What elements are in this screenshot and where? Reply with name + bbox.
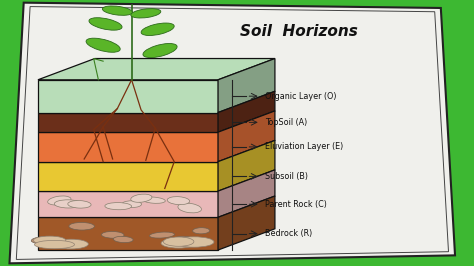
Ellipse shape xyxy=(131,194,152,202)
Bar xyxy=(38,162,218,191)
Ellipse shape xyxy=(131,9,161,18)
Ellipse shape xyxy=(33,236,66,245)
Text: Parent Rock (C): Parent Rock (C) xyxy=(265,200,328,209)
Ellipse shape xyxy=(173,236,192,243)
Polygon shape xyxy=(218,59,275,113)
Ellipse shape xyxy=(68,201,91,208)
Ellipse shape xyxy=(86,38,120,52)
Ellipse shape xyxy=(174,237,214,247)
Text: Subsoil (B): Subsoil (B) xyxy=(265,172,309,181)
Polygon shape xyxy=(218,111,275,162)
Polygon shape xyxy=(218,91,275,132)
Ellipse shape xyxy=(192,228,210,234)
Ellipse shape xyxy=(105,203,132,210)
Polygon shape xyxy=(218,170,275,217)
Ellipse shape xyxy=(54,239,88,249)
Bar xyxy=(38,217,218,250)
Ellipse shape xyxy=(143,44,177,57)
Ellipse shape xyxy=(113,236,133,243)
Bar xyxy=(38,191,218,217)
Polygon shape xyxy=(9,3,455,263)
Ellipse shape xyxy=(89,18,122,30)
Text: Bedrock (R): Bedrock (R) xyxy=(265,229,313,238)
Ellipse shape xyxy=(141,23,174,35)
Text: Eluviation Layer (E): Eluviation Layer (E) xyxy=(265,142,344,151)
Text: Organic Layer (O): Organic Layer (O) xyxy=(265,92,337,101)
Ellipse shape xyxy=(161,238,196,248)
Ellipse shape xyxy=(102,6,132,15)
Ellipse shape xyxy=(164,237,194,246)
Ellipse shape xyxy=(101,231,124,238)
Polygon shape xyxy=(38,59,275,80)
Polygon shape xyxy=(218,196,275,250)
Ellipse shape xyxy=(167,197,190,205)
Ellipse shape xyxy=(55,200,82,208)
Bar xyxy=(38,80,218,113)
Ellipse shape xyxy=(48,196,71,205)
Ellipse shape xyxy=(69,222,94,230)
Ellipse shape xyxy=(122,201,142,207)
Ellipse shape xyxy=(149,232,174,238)
Ellipse shape xyxy=(31,237,55,244)
Bar xyxy=(38,113,218,132)
Bar xyxy=(38,132,218,162)
Ellipse shape xyxy=(178,203,201,213)
Ellipse shape xyxy=(142,197,165,203)
Text: TopSoil (A): TopSoil (A) xyxy=(265,118,308,127)
Polygon shape xyxy=(218,140,275,191)
Text: Soil  Horizons: Soil Horizons xyxy=(240,24,357,39)
Ellipse shape xyxy=(35,240,74,249)
